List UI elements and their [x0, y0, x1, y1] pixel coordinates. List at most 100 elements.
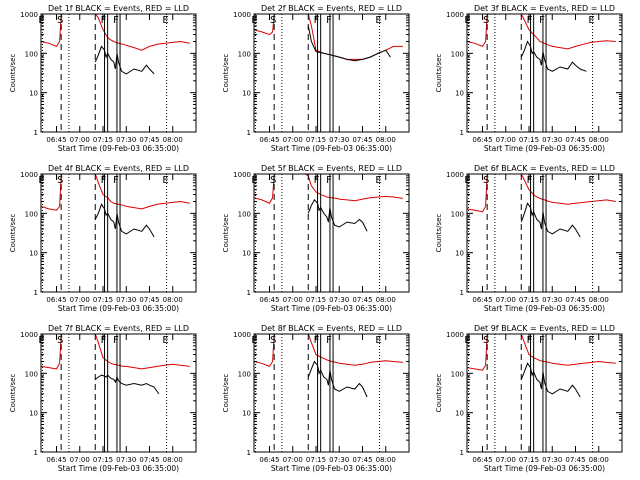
x-tick-label: 07:00 — [70, 296, 90, 304]
chart-panel-4: Det 4f BLACK = Events, RED = LLDESFFE110… — [9, 164, 197, 313]
y-tick-label: 100 — [238, 50, 251, 58]
y-tick-label: 100 — [238, 370, 251, 378]
axes-frame — [466, 333, 623, 453]
marker-label: F — [113, 15, 119, 26]
chart-panel-1: Det 1f BLACK = Events, RED = LLDESFFE110… — [9, 4, 197, 153]
x-tick-label: 07:45 — [139, 296, 159, 304]
marker-label: F — [113, 335, 119, 346]
series-line-events — [94, 45, 155, 75]
x-tick-label: 07:15 — [519, 296, 539, 304]
marker-label: F — [527, 175, 533, 186]
marker-label: F — [101, 175, 107, 186]
y-tick-label: 1 — [247, 449, 251, 457]
marker-label: F — [539, 15, 545, 26]
axes-frame — [253, 13, 410, 133]
x-tick-label: 08:00 — [163, 456, 183, 464]
y-tick-label: 1000 — [20, 331, 38, 339]
x-tick-label: 07:30 — [542, 456, 562, 464]
y-tick-label: 1 — [460, 289, 464, 297]
x-axis-label: Start Time (09-Feb-03 06:35:00) — [484, 304, 605, 313]
y-tick-label: 1 — [247, 129, 251, 137]
x-tick-label: 07:30 — [329, 136, 349, 144]
y-axis-label: Counts/sec — [222, 54, 230, 93]
x-tick-label: 07:45 — [565, 296, 585, 304]
x-tick-label: 07:15 — [93, 456, 113, 464]
chart-panel-9: Det 9f BLACK = Events, RED = LLDESFFE110… — [435, 324, 623, 473]
chart-title: Det 1f BLACK = Events, RED = LLD — [48, 4, 189, 13]
chart-title: Det 8f BLACK = Events, RED = LLD — [261, 324, 402, 333]
chart-panel-8: Det 8f BLACK = Events, RED = LLDESFFE110… — [222, 324, 410, 473]
axes-frame — [40, 173, 197, 293]
x-tick-label: 07:30 — [329, 296, 349, 304]
chart-title: Det 6f BLACK = Events, RED = LLD — [474, 164, 615, 173]
x-tick-label: 07:30 — [116, 296, 136, 304]
chart-panel-7: Det 7f BLACK = Events, RED = LLDESFFE110… — [9, 324, 197, 473]
x-tick-label: 08:00 — [589, 136, 609, 144]
x-tick-label: 07:30 — [329, 456, 349, 464]
x-tick-label: 07:15 — [93, 296, 113, 304]
y-tick-label: 1000 — [20, 11, 38, 19]
y-tick-label: 1 — [460, 449, 464, 457]
y-tick-label: 100 — [25, 50, 38, 58]
x-tick-label: 06:45 — [472, 456, 492, 464]
x-tick-label: 07:45 — [565, 456, 585, 464]
x-tick-label: 07:45 — [139, 456, 159, 464]
x-tick-label: 06:45 — [259, 296, 279, 304]
x-tick-label: 07:15 — [306, 296, 326, 304]
marker-label: F — [314, 15, 320, 26]
y-tick-label: 1 — [34, 129, 38, 137]
x-tick-label: 08:00 — [163, 136, 183, 144]
marker-label: S — [483, 335, 489, 346]
marker-label: S — [270, 175, 276, 186]
x-tick-label: 08:00 — [589, 296, 609, 304]
y-tick-label: 100 — [25, 370, 38, 378]
marker-label: E — [588, 175, 594, 186]
y-tick-label: 1 — [34, 449, 38, 457]
series-group — [41, 174, 190, 238]
series-group — [254, 14, 403, 62]
y-tick-label: 100 — [451, 370, 464, 378]
series-line-events — [520, 202, 581, 238]
x-tick-label: 06:45 — [259, 456, 279, 464]
axes-frame — [253, 173, 410, 293]
marker-label: F — [527, 15, 533, 26]
chart-title: Det 2f BLACK = Events, RED = LLD — [261, 4, 402, 13]
x-axis-label: Start Time (09-Feb-03 06:35:00) — [484, 144, 605, 153]
series-line-lld — [41, 334, 190, 370]
marker-label: F — [101, 15, 107, 26]
y-axis-label: Counts/sec — [9, 214, 17, 253]
marker-label: F — [314, 175, 320, 186]
y-tick-label: 10 — [242, 410, 251, 418]
y-axis-label: Counts/sec — [222, 214, 230, 253]
chart-panel-3: Det 3f BLACK = Events, RED = LLDESFFE110… — [435, 4, 623, 153]
marker-label: S — [57, 15, 63, 26]
y-tick-label: 10 — [242, 250, 251, 258]
y-axis-label: Counts/sec — [435, 374, 443, 413]
x-tick-label: 07:45 — [352, 456, 372, 464]
chart-panel-6: Det 6f BLACK = Events, RED = LLDESFFE110… — [435, 164, 623, 313]
marker-label: E — [162, 175, 168, 186]
x-tick-label: 07:15 — [93, 136, 113, 144]
chart-title: Det 9f BLACK = Events, RED = LLD — [474, 324, 615, 333]
series-line-events — [94, 203, 155, 238]
y-tick-label: 1 — [247, 289, 251, 297]
x-tick-label: 08:00 — [376, 456, 396, 464]
y-tick-label: 1000 — [446, 11, 464, 19]
x-tick-label: 06:45 — [46, 296, 66, 304]
y-tick-label: 10 — [29, 250, 38, 258]
x-tick-label: 07:15 — [306, 456, 326, 464]
y-tick-label: 100 — [451, 210, 464, 218]
y-axis-label: Counts/sec — [222, 374, 230, 413]
y-tick-label: 1000 — [233, 331, 251, 339]
x-tick-label: 07:30 — [116, 456, 136, 464]
marker-label: E — [375, 175, 381, 186]
x-axis-label: Start Time (09-Feb-03 06:35:00) — [484, 464, 605, 473]
x-tick-label: 07:00 — [496, 456, 516, 464]
marker-label: S — [270, 15, 276, 26]
marker-label: F — [326, 175, 332, 186]
x-tick-label: 06:45 — [472, 296, 492, 304]
marker-label: F — [314, 335, 320, 346]
marker-label: S — [483, 175, 489, 186]
chart-panel-2: Det 2f BLACK = Events, RED = LLDESFFE110… — [222, 4, 410, 153]
chart-title: Det 7f BLACK = Events, RED = LLD — [48, 324, 189, 333]
